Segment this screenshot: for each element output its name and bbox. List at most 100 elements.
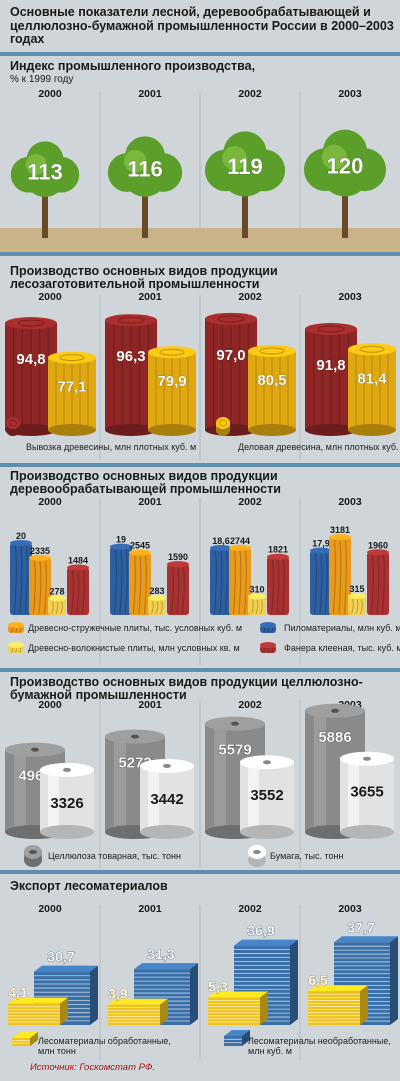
bar-bottom xyxy=(48,424,96,436)
data-label: 91,8 xyxy=(316,357,345,374)
bar xyxy=(240,755,294,839)
grain-line xyxy=(271,559,274,615)
bar xyxy=(8,997,68,1025)
year-label: 2002 xyxy=(238,496,262,508)
bar-body xyxy=(308,991,360,1025)
legend-swatch xyxy=(224,1030,250,1046)
bar-side xyxy=(90,965,98,1025)
ring xyxy=(317,325,345,333)
legend-label: Фанера клееная, тыс. куб. м xyxy=(284,643,400,653)
roll-core xyxy=(253,850,261,854)
bar-bottom xyxy=(340,825,394,839)
data-label: 5886 xyxy=(318,729,351,746)
grain-line xyxy=(76,570,80,615)
grain-line xyxy=(282,559,285,615)
bar xyxy=(148,595,166,615)
grain-line xyxy=(114,549,117,615)
section-divider xyxy=(0,668,400,672)
grain-line xyxy=(160,600,163,615)
grain-line xyxy=(55,601,59,615)
legend-swatch xyxy=(216,417,230,436)
year-label: 2000 xyxy=(38,291,62,303)
grain-line xyxy=(276,559,280,615)
grain-line xyxy=(270,647,274,653)
bar-top xyxy=(308,985,368,992)
bar-top xyxy=(310,547,332,554)
bar-top xyxy=(348,343,396,356)
roll-core xyxy=(363,756,371,761)
data-label: 310 xyxy=(249,584,264,594)
grain-line xyxy=(314,553,317,615)
data-label: 81,4 xyxy=(357,370,387,387)
data-label: 120 xyxy=(327,153,364,178)
bar xyxy=(140,758,194,839)
grain-line xyxy=(51,601,54,615)
grain-line xyxy=(338,540,342,615)
data-label: 96,3 xyxy=(116,348,145,365)
legend-label: Лесоматериалы необработанные, млн куб. м xyxy=(248,1036,391,1056)
tree-highlight xyxy=(25,153,47,175)
grain-line xyxy=(255,599,259,615)
year-label: 2001 xyxy=(138,903,162,915)
bar-top xyxy=(6,417,20,429)
bar-bottom xyxy=(148,424,196,436)
bar-top xyxy=(10,540,32,546)
data-label: 37,7 xyxy=(347,919,374,935)
tree-crown xyxy=(107,136,183,197)
grain-line xyxy=(266,627,270,633)
ring xyxy=(359,345,385,353)
grain-line xyxy=(176,567,180,615)
legend-label: Вывозка древесины, млн плотных куб. м xyxy=(26,442,197,452)
legend-swatch xyxy=(248,845,266,867)
bar-top xyxy=(367,549,389,556)
bar xyxy=(348,593,366,615)
bar-top xyxy=(8,997,68,1004)
data-label: 6,5 xyxy=(308,972,328,988)
data-label: 283 xyxy=(149,586,164,596)
grain-line xyxy=(360,598,363,615)
tree-trunk xyxy=(142,187,148,238)
ring xyxy=(9,419,17,427)
bar xyxy=(367,549,389,615)
bar-top xyxy=(210,545,232,552)
roll-core xyxy=(63,767,71,772)
year-label: 2003 xyxy=(338,88,362,100)
data-label: 3552 xyxy=(250,787,283,804)
tree-highlight xyxy=(222,145,247,171)
ring xyxy=(17,319,45,327)
grain-line xyxy=(82,570,85,615)
section-title: Индекс промышленного производства, xyxy=(10,59,256,73)
bar-bottom xyxy=(248,424,296,436)
legend-swatch xyxy=(260,622,276,633)
legend-label: Древесно-стружечные плиты, тыс. условных… xyxy=(28,623,243,633)
bar xyxy=(48,351,96,436)
year-label: 2003 xyxy=(338,903,362,915)
grain-line xyxy=(382,555,385,615)
section-divider xyxy=(0,463,400,467)
bar xyxy=(10,540,32,615)
bar-top xyxy=(134,963,198,970)
grain-line xyxy=(71,570,74,615)
data-label: 3181 xyxy=(330,525,350,535)
data-label: 79,9 xyxy=(157,373,186,390)
bar-top xyxy=(348,593,366,600)
bar-top xyxy=(129,549,151,556)
section-subtitle: % к 1999 году xyxy=(10,74,74,85)
year-label: 2000 xyxy=(38,88,62,100)
grain-line xyxy=(219,550,223,615)
bar-top xyxy=(5,317,57,330)
section-title: Экспорт лесоматериалов xyxy=(10,879,168,893)
bar-top xyxy=(234,939,298,946)
bar-top xyxy=(260,622,276,628)
section-divider xyxy=(0,870,400,874)
bar-top xyxy=(229,544,251,551)
ring xyxy=(217,315,245,323)
grain-line xyxy=(155,600,159,615)
tree-trunk xyxy=(42,188,48,238)
bar-body xyxy=(208,997,260,1025)
bar-top xyxy=(148,346,196,359)
bar xyxy=(267,553,289,615)
bar xyxy=(29,554,51,615)
bar-bottom xyxy=(348,424,396,436)
